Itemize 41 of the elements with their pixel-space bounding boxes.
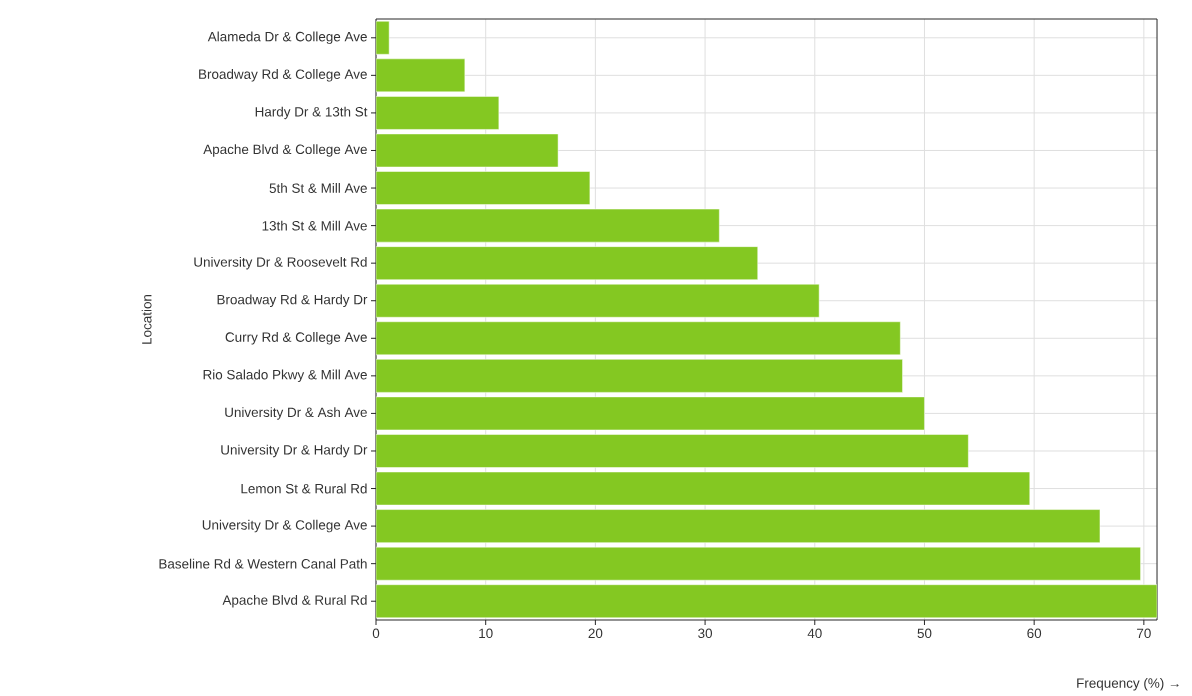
bar — [376, 471, 1031, 506]
x-tick-label: 50 — [917, 628, 932, 639]
y-tick-label: Broadway Rd & Hardy Dr — [217, 294, 368, 307]
x-axis-title: Frequency (%) → — [1077, 677, 1179, 691]
bar — [376, 58, 466, 93]
y-tick-label: Apache Blvd & Rural Rd — [222, 594, 367, 608]
bar — [376, 96, 500, 130]
y-axis-title: Location — [141, 294, 152, 344]
x-tick-label: 30 — [698, 628, 713, 639]
x-tick-label: 20 — [588, 628, 603, 639]
bar — [376, 396, 925, 431]
x-tick-label: 70 — [1137, 628, 1151, 639]
x-tick-label: 40 — [807, 628, 822, 639]
x-tick-label: 10 — [479, 628, 493, 639]
bar — [376, 434, 969, 468]
bar — [376, 321, 901, 356]
y-tick-label: Rio Salado Pkwy & Mill Ave — [203, 369, 367, 383]
y-tick-label: Alameda Dr & College Ave — [207, 31, 367, 45]
y-tick-label: University Dr & Ash Ave — [225, 407, 367, 420]
bar — [376, 283, 820, 318]
y-tick-label: Broadway Rd & College Ave — [199, 69, 367, 82]
bar — [376, 208, 720, 243]
y-tick-label: University Dr & Roosevelt Rd — [194, 256, 367, 270]
bar — [376, 359, 903, 393]
bar — [376, 246, 758, 280]
y-tick-label: Lemon St & Rural Rd — [241, 483, 367, 494]
y-tick-label: Baseline Rd & Western Canal Path — [159, 558, 367, 569]
bar — [376, 133, 559, 168]
y-tick-label: 5th St & Mill Ave — [269, 183, 367, 193]
y-tick-label: Apache Blvd & College Ave — [203, 144, 367, 157]
bar — [376, 509, 1101, 543]
y-tick-label: Hardy Dr & 13th St — [255, 106, 368, 120]
y-tick-label: 13th St & Mill Ave — [262, 220, 367, 231]
x-tick-label: 60 — [1027, 628, 1042, 639]
bar — [376, 546, 1141, 581]
x-tick-label: 0 — [372, 628, 380, 639]
y-tick-label: University Dr & College Ave — [202, 519, 367, 533]
bar — [376, 584, 1158, 618]
y-tick-label: Curry Rd & College Ave — [225, 332, 367, 345]
bar — [376, 171, 591, 205]
y-tick-label: University Dr & Hardy Dr — [221, 444, 368, 458]
